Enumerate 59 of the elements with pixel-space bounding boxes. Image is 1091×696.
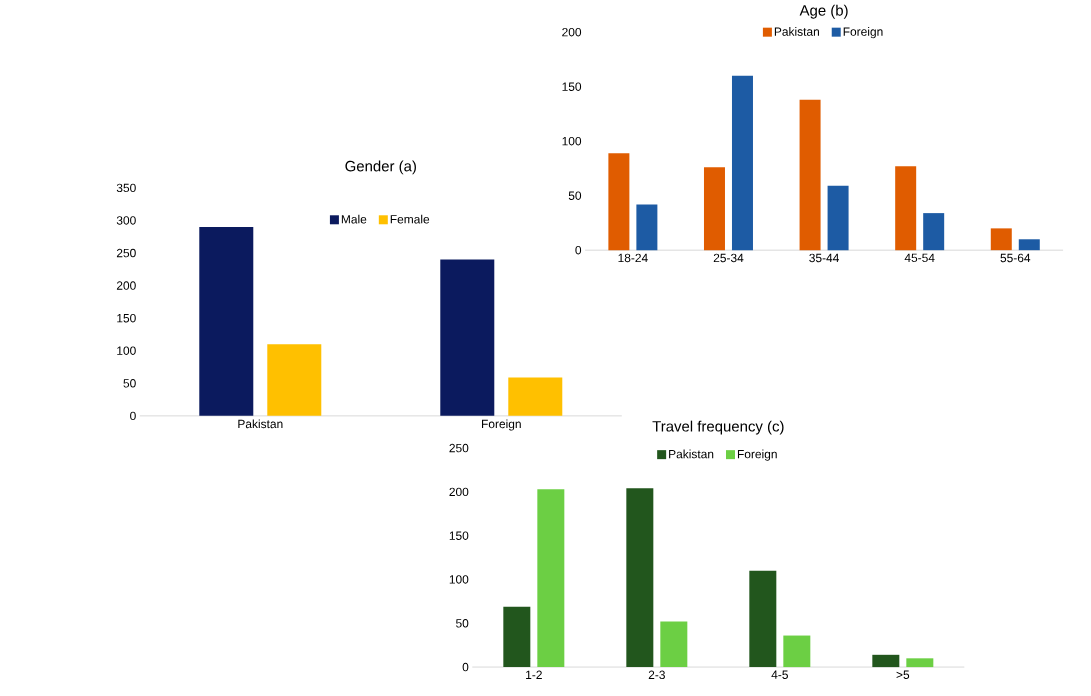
y-tick-label: 150 (562, 82, 582, 91)
y-tick-label: 200 (116, 281, 136, 290)
y-tick-label: 50 (123, 379, 136, 388)
y-tick-label: 200 (562, 27, 582, 37)
bar (626, 488, 654, 668)
legend-label: Male (341, 214, 367, 224)
x-tick-label: >5 (896, 670, 910, 679)
y-tick-label: 100 (562, 136, 582, 146)
bar (872, 654, 900, 668)
legend-label: Foreign (737, 449, 777, 461)
legend-label: Foreign (843, 27, 883, 39)
x-tick-label: 4-5 (771, 670, 788, 679)
bar (267, 344, 322, 416)
y-tick-label: 350 (116, 183, 136, 193)
legend-label: Female (390, 214, 430, 224)
y-tick-label: 250 (449, 443, 469, 453)
chart-title: Travel frequency (c) (652, 420, 784, 435)
x-tick-label: 35-44 (809, 253, 840, 263)
bar (990, 228, 1012, 251)
y-tick-label: 150 (117, 313, 136, 323)
bar (503, 606, 531, 668)
y-tick-label: 0 (130, 411, 136, 421)
y-tick-label: 0 (575, 245, 582, 255)
bar (799, 99, 821, 251)
bar (923, 213, 945, 251)
x-tick-label: 55-64 (1000, 253, 1031, 263)
bar (636, 204, 658, 251)
bar (783, 635, 811, 668)
bar (199, 226, 254, 416)
bar (731, 75, 753, 251)
bar (703, 167, 725, 251)
y-tick-label: 250 (116, 248, 136, 258)
bar (440, 259, 495, 416)
x-tick-label: 2-3 (648, 670, 665, 680)
y-tick-label: 150 (449, 531, 469, 540)
x-tick-label: 25-34 (713, 253, 744, 263)
bar (508, 377, 563, 416)
y-tick-label: 300 (116, 216, 136, 225)
y-tick-label: 200 (449, 487, 469, 497)
bar (749, 570, 777, 668)
bar (827, 185, 849, 251)
legend-label: Pakistan (774, 27, 819, 36)
chart-title: Gender (a) (345, 160, 416, 175)
bar (608, 153, 630, 251)
legend-label: Pakistan (669, 449, 714, 459)
bar (906, 658, 934, 668)
bar (660, 621, 688, 668)
bar (537, 489, 565, 668)
x-tick-label: 45-54 (904, 253, 935, 263)
y-tick-label: 100 (117, 346, 136, 355)
bar (895, 166, 917, 251)
y-tick-label: 100 (449, 575, 469, 584)
y-tick-label: 0 (462, 662, 469, 672)
chart-title: Age (b) (799, 4, 848, 19)
x-tick-label: 18-24 (618, 253, 648, 263)
bar (1018, 239, 1040, 251)
y-tick-label: 50 (568, 191, 582, 200)
y-tick-label: 50 (455, 619, 469, 628)
x-tick-label: 1-2 (526, 670, 542, 679)
